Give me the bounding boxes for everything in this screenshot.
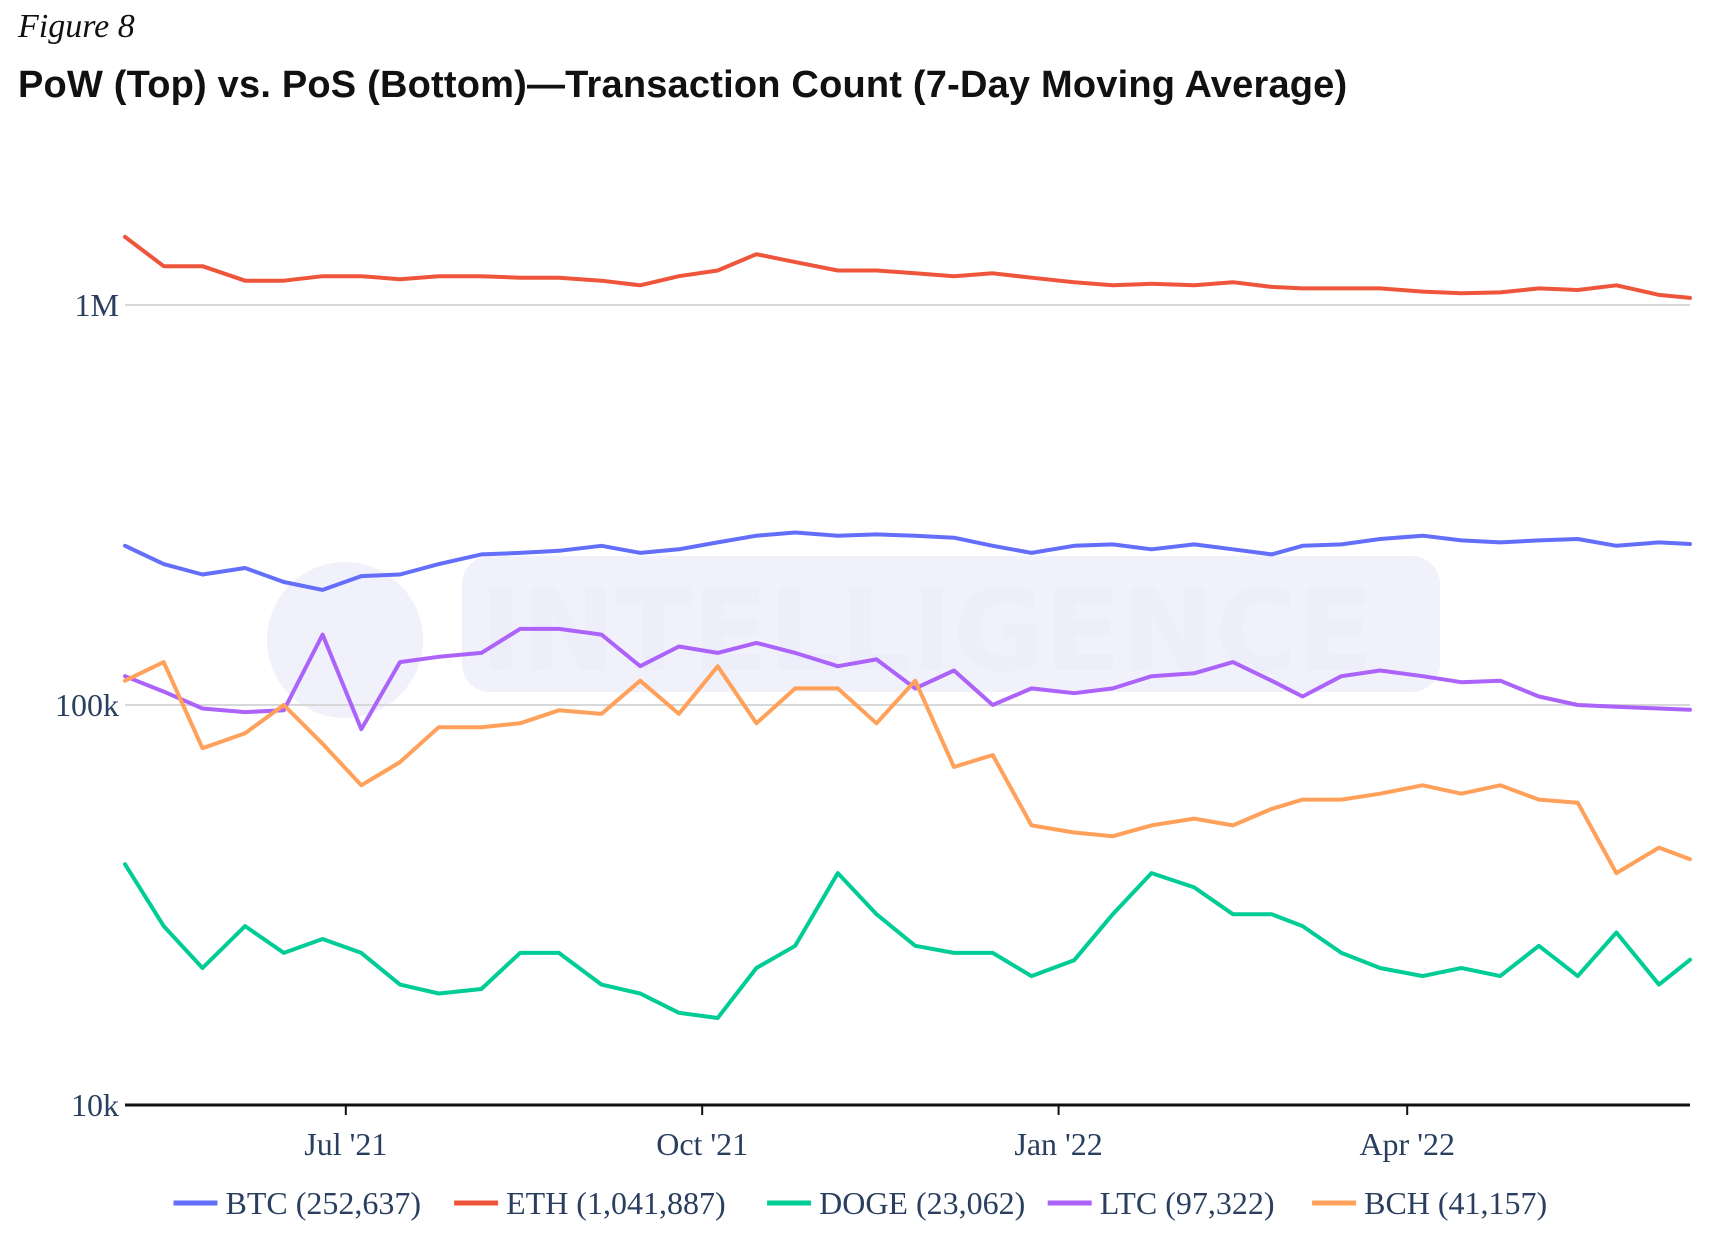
series-lines — [123, 234, 1692, 1020]
legend-label: ETH (1,041,887) — [506, 1185, 726, 1221]
series-line-bch — [123, 660, 1692, 876]
y-tick-label: 10k — [71, 1087, 119, 1123]
x-tick-label: Apr '22 — [1359, 1126, 1455, 1162]
figure-label: Figure 8 — [18, 8, 135, 45]
watermark-logo — [267, 562, 423, 718]
y-tick-label: 100k — [55, 687, 119, 723]
series-line-eth — [123, 234, 1692, 300]
y-tick-label: 1M — [75, 287, 119, 323]
series-line-btc — [123, 530, 1692, 592]
x-tick-label: Jan '22 — [1014, 1126, 1102, 1162]
legend-item-btc[interactable]: BTC (252,637) — [173, 1185, 422, 1221]
legend-item-eth[interactable]: ETH (1,041,887) — [454, 1185, 726, 1221]
legend-item-bch[interactable]: BCH (41,157) — [1312, 1185, 1547, 1221]
legend: BTC (252,637) ETH (1,041,887) DOGE (23,062… — [173, 1185, 1547, 1221]
watermark-text: INTELLIGENCE — [480, 567, 1374, 697]
watermark-badge — [462, 556, 1440, 692]
series-line-doge — [123, 862, 1692, 1020]
legend-label: DOGE (23,062) — [819, 1185, 1025, 1221]
x-tick-label: Oct '21 — [656, 1126, 748, 1162]
legend-item-doge[interactable]: DOGE (23,062) — [767, 1185, 1025, 1221]
series-line-ltc — [123, 626, 1692, 732]
chart-title: PoW (Top) vs. PoS (Bottom)—Transaction C… — [18, 64, 1348, 106]
x-tick-label: Jul '21 — [304, 1126, 387, 1162]
legend-label: BCH (41,157) — [1364, 1185, 1547, 1221]
watermark: INTELLIGENCE — [267, 556, 1440, 718]
legend-label: BTC (252,637) — [226, 1185, 422, 1221]
legend-item-ltc[interactable]: LTC (97,322) — [1047, 1185, 1275, 1221]
legend-label: LTC (97,322) — [1100, 1185, 1275, 1221]
gridlines — [125, 304, 1690, 706]
axes: 10k 100k 1M Jul '21 Oct '21 Jan '22 Apr '22 — [55, 287, 1690, 1162]
